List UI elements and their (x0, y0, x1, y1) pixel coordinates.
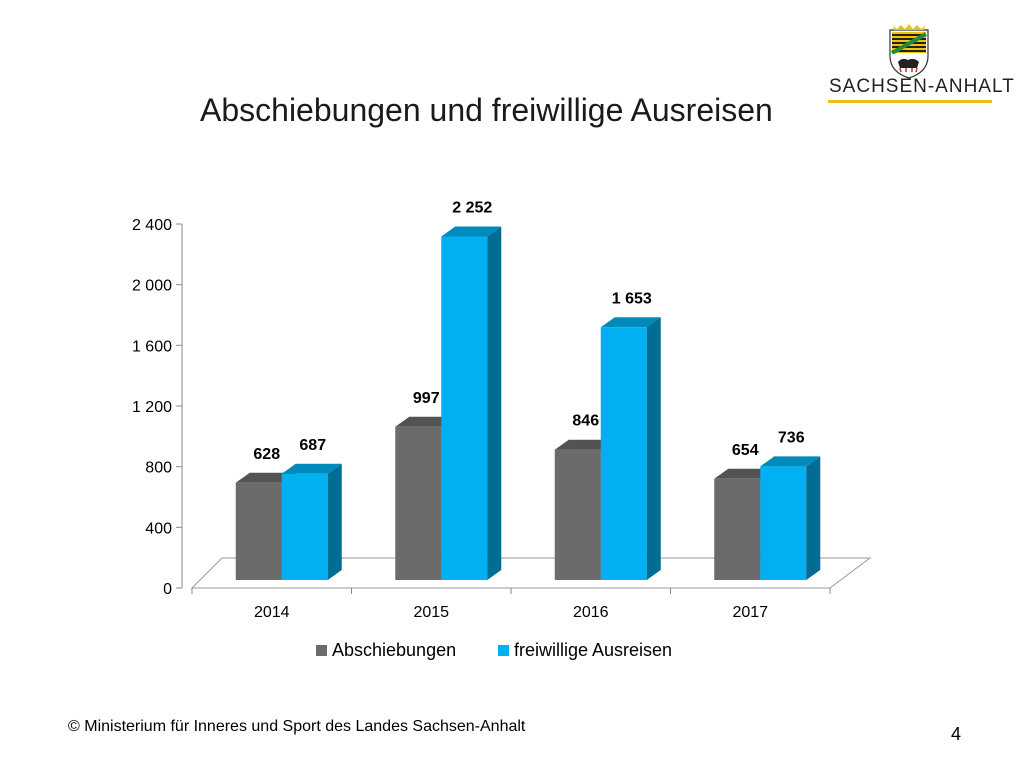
y-tick-label: 800 (145, 460, 172, 477)
bar-side (806, 456, 821, 580)
bar-top (395, 416, 456, 427)
bar-front (600, 327, 647, 580)
bar-front (714, 478, 761, 580)
legend-swatch (498, 645, 509, 656)
data-label: 846 (572, 413, 599, 430)
x-tick-label: 2017 (732, 604, 768, 621)
page-number: 4 (951, 724, 962, 744)
bar-front (235, 482, 282, 580)
chart-floor (190, 557, 872, 589)
bar-top (760, 456, 821, 467)
legend-label: Abschiebungen (332, 640, 456, 660)
bar-top (554, 439, 615, 450)
data-label: 1 653 (612, 290, 652, 307)
y-tick-label: 1 200 (132, 399, 172, 416)
slide-title: Abschiebungen und freiwillige Ausreisen (200, 92, 773, 128)
y-tick-label: 1 600 (132, 338, 172, 355)
coat-of-arms-icon (889, 24, 929, 79)
data-label: 687 (299, 437, 326, 454)
legend-swatch (316, 645, 327, 656)
bar (441, 226, 502, 581)
bar (760, 456, 821, 580)
bar-front (760, 466, 807, 580)
bar-side (327, 463, 342, 580)
data-label: 997 (413, 390, 440, 407)
bar-front (441, 236, 488, 581)
x-tick-label: 2015 (413, 604, 449, 621)
sachsen-anhalt-logo (889, 24, 929, 79)
y-tick-label: 400 (145, 520, 172, 537)
bar-front (281, 473, 328, 580)
brand-underline (828, 100, 992, 103)
x-tick-label: 2016 (573, 604, 609, 621)
bar (600, 317, 661, 580)
bar-front (395, 426, 442, 580)
bar-front (554, 449, 601, 580)
bar-top (281, 463, 342, 474)
y-tick-label: 2 400 (132, 217, 172, 234)
data-label: 2 252 (452, 199, 492, 216)
bar-side (646, 317, 661, 580)
bar-top (235, 472, 296, 483)
y-tick-label: 2 000 (132, 278, 172, 295)
bar-top (714, 468, 775, 479)
brand-name: SACHSEN-ANHALT (829, 76, 1015, 97)
data-label: 654 (732, 442, 759, 459)
legend-label: freiwillige Ausreisen (514, 640, 672, 660)
bar-side (487, 226, 502, 581)
bar-top (600, 317, 661, 328)
bar (281, 463, 342, 580)
data-label: 736 (778, 429, 805, 446)
x-tick-label: 2014 (254, 604, 290, 621)
bar-top (441, 226, 502, 237)
footer-copyright: © Ministerium für Inneres und Sport des … (68, 718, 526, 735)
y-tick-label: 0 (163, 581, 172, 598)
data-label: 628 (253, 446, 280, 463)
